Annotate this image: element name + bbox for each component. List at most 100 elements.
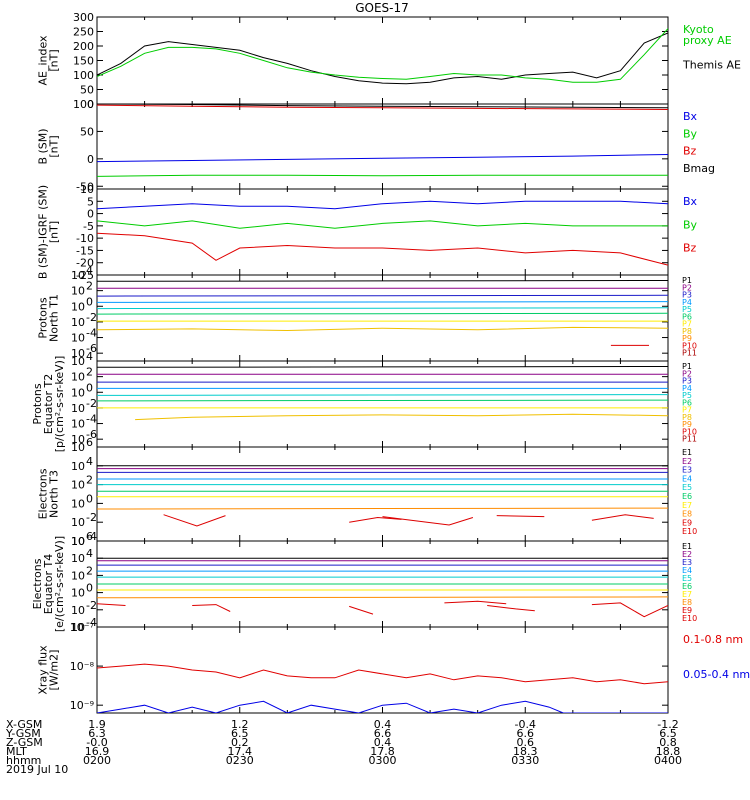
series-line-bz [97, 232, 668, 266]
series-line-p5 [97, 394, 668, 396]
series-line-e9 [382, 516, 474, 526]
channel-label: P2 [682, 283, 692, 292]
y-axis-label-line: North T1 [48, 294, 61, 342]
y-tick-exponent: -2 [86, 397, 97, 410]
footer-value: 17.4 [228, 745, 253, 758]
y-tick-label: 50 [80, 84, 94, 97]
y-axis-label-line: B (SM)-IGRF (SM) [37, 185, 50, 279]
legend-entry: 0.05-0.4 nm [683, 668, 750, 681]
ephemeris-footer: X-GSM 1.9 1.2 0.4 -0.4 -1.2 Y-GSM 6.3 6.5 6.6 6.6 6… [5, 718, 682, 776]
legend-entry: Bx [683, 110, 698, 123]
y-tick-label: 0 [87, 98, 94, 111]
channel-label: E10 [682, 614, 697, 623]
y-tick-exponent: 2 [86, 474, 93, 487]
y-axis-label-line: B (SM) [37, 128, 50, 164]
channel-label: P1 [682, 362, 692, 371]
channel-label: P6 [682, 312, 692, 321]
y-tick-exponent: 6 [86, 436, 93, 449]
y-tick-label: -5 [83, 220, 94, 233]
legend-line: Bz [683, 242, 697, 255]
channel-label: E1 [682, 542, 692, 551]
y-axis-label-line: AE_index [37, 35, 50, 86]
y-tick-label: 5 [87, 195, 94, 208]
y-tick-label: 10⁻⁹ [70, 699, 94, 712]
y-tick-exponent: 2 [86, 280, 93, 293]
channel-label: P6 [682, 398, 692, 407]
legend-entry: Bz [683, 145, 697, 158]
series-line-p4 [97, 301, 668, 303]
y-tick-label: 10 [71, 347, 85, 360]
y-axis-label: AE_index[nT] [37, 35, 61, 86]
y-tick-exponent: -4 [86, 327, 97, 340]
channel-label: P11 [682, 349, 697, 358]
series-group [97, 663, 668, 713]
y-axis-label-line: Electrons [37, 468, 50, 519]
y-tick-exponent: -2 [86, 599, 97, 612]
y-tick-label: -50 [76, 180, 94, 193]
channel-label: E5 [682, 574, 692, 583]
y-tick-label: 10 [71, 516, 85, 529]
y-tick-label: 50 [80, 125, 94, 138]
y-axis-label-line: [nT] [48, 49, 61, 71]
y-axis-label: ElectronsEquator T4[e/(cm²-s-sr-keV)] [31, 536, 66, 632]
y-tick-label: 10 [71, 386, 85, 399]
y-tick-exponent: -6 [86, 342, 97, 355]
y-tick-exponent: 0 [86, 381, 93, 394]
channel-label: E9 [682, 518, 692, 527]
y-tick-exponent: 0 [86, 492, 93, 505]
y-tick-label: 10 [71, 402, 85, 415]
y-tick-exponent: 2 [86, 564, 93, 577]
footer-value: 1.2 [231, 718, 249, 731]
footer-value: -1.2 [657, 718, 678, 731]
y-tick-exponent: -4 [86, 530, 97, 543]
legend-line: Themis AE [682, 59, 741, 72]
series-line-e9 [97, 603, 126, 606]
footer-value: 0330 [511, 754, 539, 767]
legend-entry: By [683, 218, 698, 231]
legend-line: By [683, 127, 698, 140]
channel-label: P8 [682, 413, 692, 422]
y-tick-exponent: -4 [86, 413, 97, 426]
channel-label: E1 [682, 448, 692, 457]
y-tick-label: -20 [76, 257, 94, 270]
y-tick-label: 10 [71, 535, 85, 548]
legend-entry: Bz [683, 242, 697, 255]
y-tick-label: 10 [71, 552, 85, 565]
y-axis-label-line: [p/(cm²-s-sr-keV)] [53, 356, 66, 453]
y-axis-label: B (SM)-IGRF (SM)[nT] [37, 185, 61, 279]
y-axis-label-line: [W/m2] [48, 650, 61, 691]
y-tick-exponent: 4 [86, 350, 93, 363]
y-tick-label: 10 [71, 433, 85, 446]
y-tick-label: 10 [71, 371, 85, 384]
y-tick-exponent: -6 [86, 428, 97, 441]
y-tick-label: 10 [80, 183, 94, 196]
channel-label: P9 [682, 334, 692, 343]
channel-label: P7 [682, 320, 692, 329]
y-axis-label: B (SM)[nT] [37, 128, 61, 164]
legend-line: Bx [683, 110, 698, 123]
series-line-e8 [97, 596, 668, 599]
channel-label: P8 [682, 327, 692, 336]
y-axis-label: ElectronsNorth T3 [37, 468, 61, 519]
y-tick-exponent: -2 [86, 311, 97, 324]
channel-label: E3 [682, 466, 692, 475]
channel-label: E7 [682, 501, 692, 510]
legend-line: 0.1-0.8 nm [683, 633, 743, 646]
series-line-themis-ae [97, 32, 668, 85]
channel-label: P4 [682, 384, 692, 393]
footer-value: 6.5 [231, 727, 249, 740]
footer-value: 0.4 [374, 736, 392, 749]
legend-line: Kyoto [683, 23, 714, 36]
legend-entry: By [683, 127, 698, 140]
series-line-p3 [97, 294, 668, 297]
y-tick-label: 10 [71, 604, 85, 617]
series-line-p1 [97, 280, 668, 282]
y-tick-label: 10⁻⁷ [70, 621, 94, 634]
y-tick-label: 10⁻⁸ [70, 660, 95, 673]
legend-line: By [683, 218, 698, 231]
series-line-p6 [97, 399, 668, 402]
series-line-e9 [591, 514, 654, 521]
y-axis-label-line: Electrons [31, 558, 44, 609]
